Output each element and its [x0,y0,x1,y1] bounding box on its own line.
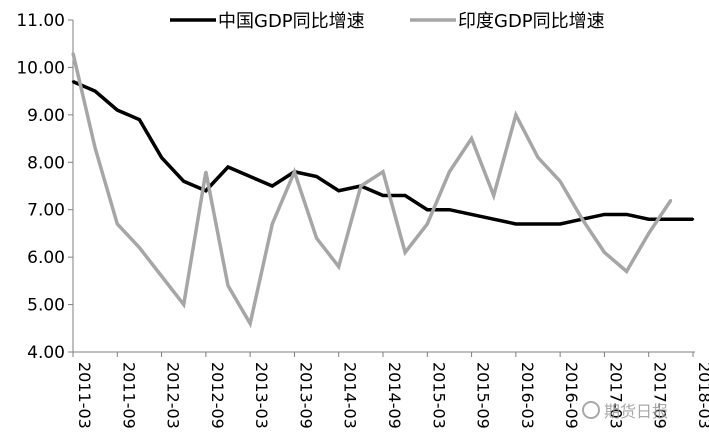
data-point-india [337,265,340,268]
data-point-india [71,52,75,55]
data-point-india [470,137,473,140]
x-tick-label: 2012-09 [208,362,227,429]
data-point-india [536,156,540,159]
data-point-china [403,194,407,197]
data-point-india [315,236,318,240]
data-point-india [448,170,451,173]
data-point-india [138,246,141,249]
data-point-india [271,222,274,226]
y-tick-label: 9.00 [27,106,65,126]
y-tick-label: 8.00 [27,153,65,173]
data-point-china [647,218,650,221]
data-point-india [625,270,628,273]
data-point-india [426,222,429,226]
x-tick-label: 2013-03 [252,362,271,429]
data-point-china [116,108,119,112]
x-tick-label: 2011-09 [119,362,138,429]
y-tick-label: 10.00 [16,58,65,78]
data-point-china [93,89,97,93]
y-tick-label: 4.00 [27,343,65,363]
data-point-india [492,194,495,197]
data-point-china [603,213,606,216]
data-point-china [470,213,473,216]
legend-label-china: 中国GDP同比增速 [218,11,365,32]
data-point-china [315,175,318,178]
y-tick-label: 7.00 [27,201,65,221]
data-point-china [160,156,163,159]
legend-label-india: 印度GDP同比增速 [458,11,605,32]
x-tick-label: 2017-09 [651,362,670,429]
data-point-india [248,322,252,325]
data-point-india [514,113,518,117]
x-tick-label: 2015-03 [429,362,448,429]
x-tick-label: 2014-09 [385,362,404,429]
x-tick-label: 2014-03 [341,362,360,429]
data-point-china [448,208,451,211]
x-tick-label: 2016-09 [562,362,581,429]
data-point-india [603,251,606,254]
data-point-china [337,189,340,192]
data-point-india [359,184,363,188]
x-tick-label: 2016-03 [518,362,537,429]
data-point-china [71,80,75,83]
data-point-india [558,180,562,183]
data-point-india [381,170,385,173]
data-point-india [669,199,673,202]
y-tick-label: 6.00 [27,248,65,268]
data-point-china [381,194,385,197]
data-point-india [293,170,296,173]
x-tick-label: 2017-03 [606,362,625,429]
wechat-icon [582,401,600,419]
x-tick-label: 2012-03 [164,362,183,429]
data-point-china [625,213,628,216]
data-point-china [536,222,540,226]
data-point-china [558,222,562,226]
x-tick-label: 2011-03 [75,362,94,429]
data-point-china [248,175,252,178]
data-point-china [492,218,495,221]
data-point-india [116,222,119,226]
data-point-china [226,165,230,169]
data-point-india [204,170,208,173]
data-point-india [647,232,650,235]
data-point-india [93,146,97,150]
series-line-china [72,80,693,226]
data-point-india [226,284,230,287]
watermark-text: 期货日报 [604,402,669,421]
data-point-china [426,208,429,211]
y-tick-label: 11.00 [16,11,65,31]
data-point-china [138,118,141,121]
data-point-india [160,274,163,278]
data-point-india [403,251,407,254]
y-tick-label: 5.00 [27,296,65,316]
data-point-india [581,218,584,221]
watermark: 期货日报 [582,398,668,422]
data-point-china [691,218,695,221]
x-tick-label: 2018-03 [695,362,709,429]
data-point-china [271,184,274,188]
x-tick-label: 2013-09 [296,362,315,429]
data-point-china [182,180,185,183]
data-point-india [182,303,185,306]
series-line-india [71,52,673,329]
data-point-china [204,189,208,192]
data-point-china [514,222,518,226]
x-tick-label: 2015-09 [474,362,493,429]
data-point-china [669,218,673,221]
